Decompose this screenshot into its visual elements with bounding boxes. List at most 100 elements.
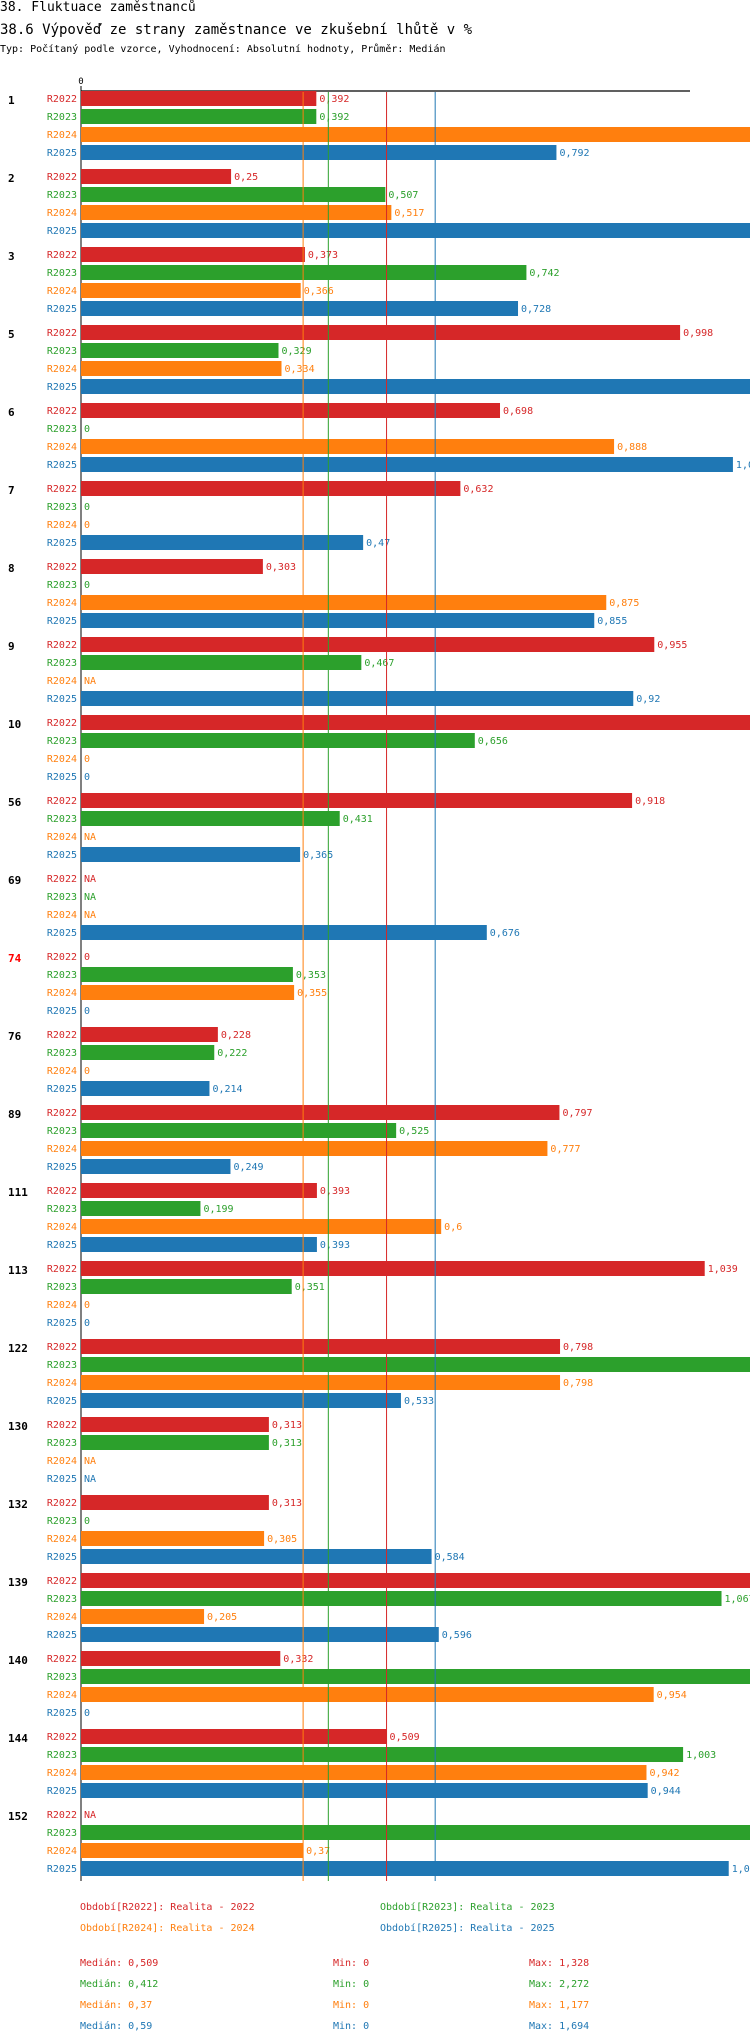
- value-label: 0,393: [320, 1186, 350, 1197]
- bar: [81, 559, 263, 574]
- bar: [81, 637, 655, 652]
- category-label: 9: [8, 640, 15, 653]
- bar: [81, 265, 527, 280]
- series-label: R2022: [47, 1498, 77, 1509]
- series-label: R2025: [47, 1474, 77, 1485]
- value-label: 0,6: [444, 1222, 462, 1233]
- category-label: 132: [8, 1498, 28, 1511]
- series-label: R2022: [47, 1108, 77, 1119]
- value-label: 0: [84, 1300, 90, 1311]
- bar: [81, 595, 607, 610]
- value-label: 0,855: [597, 616, 627, 627]
- series-label: R2023: [47, 346, 77, 357]
- series-label: R2024: [47, 1690, 77, 1701]
- series-label: R2025: [47, 1084, 77, 1095]
- category-label: 10: [8, 718, 21, 731]
- stat-min: Min: 0: [333, 1979, 370, 1990]
- bar: [81, 1609, 205, 1624]
- bar: [81, 1123, 397, 1138]
- category-label: 122: [8, 1342, 28, 1355]
- category-label: 3: [8, 250, 15, 263]
- series-label: R2023: [47, 1204, 77, 1215]
- category-label: 140: [8, 1654, 28, 1667]
- bar: [81, 655, 362, 670]
- bar: [81, 169, 232, 184]
- bar: [81, 1237, 317, 1252]
- value-label: 0: [84, 1006, 90, 1017]
- stat-median: Medián: 0,37: [80, 2000, 153, 2011]
- value-label: 0,199: [203, 1204, 233, 1215]
- value-label: 0,353: [296, 970, 326, 981]
- bar: [81, 1219, 442, 1234]
- value-label: 0,728: [521, 304, 551, 315]
- series-label: R2025: [47, 1162, 77, 1173]
- value-label: 0,392: [319, 112, 349, 123]
- bar: [81, 1141, 548, 1156]
- bar: [81, 145, 557, 160]
- bar: [81, 1261, 705, 1276]
- bar: [81, 301, 519, 316]
- series-label: R2022: [47, 1810, 77, 1821]
- series-label: R2022: [47, 952, 77, 963]
- bar: [81, 1687, 654, 1702]
- series-label: R2023: [47, 1828, 77, 1839]
- bar: [81, 127, 750, 142]
- value-label: 0,393: [320, 1240, 350, 1251]
- bar: [81, 1201, 201, 1216]
- value-label: 0,507: [388, 190, 418, 201]
- series-label: R2025: [47, 226, 77, 237]
- bar: [81, 1417, 269, 1432]
- series-label: R2023: [47, 892, 77, 903]
- series-label: R2024: [47, 1222, 77, 1233]
- stat-max: Max: 2,272: [529, 1979, 590, 1990]
- value-label: 0,205: [207, 1612, 237, 1623]
- bar: [81, 361, 282, 376]
- series-label: R2022: [47, 94, 77, 105]
- series-label: R2025: [47, 1786, 77, 1797]
- value-label: 0: [84, 520, 90, 531]
- value-label: 0,25: [234, 172, 258, 183]
- stat-max: Max: 1,694: [529, 2021, 590, 2032]
- value-label: 0,332: [283, 1654, 313, 1665]
- bar: [81, 967, 293, 982]
- series-label: R2025: [47, 616, 77, 627]
- series-label: R2025: [47, 850, 77, 861]
- bar: [81, 325, 681, 340]
- value-label: 0,792: [559, 148, 589, 159]
- bar: [81, 1357, 750, 1372]
- legend-item-r2022: Období[R2022]: Realita - 2022: [80, 1902, 255, 1913]
- series-label: R2023: [47, 1438, 77, 1449]
- series-label: R2022: [47, 1264, 77, 1275]
- series-label: R2024: [47, 1300, 77, 1311]
- series-label: R2022: [47, 1576, 77, 1587]
- series-label: R2024: [47, 442, 77, 453]
- series-label: R2022: [47, 796, 77, 807]
- series-label: R2022: [47, 1420, 77, 1431]
- value-label: 0,632: [463, 484, 493, 495]
- page-title: 38. Fluktuace zaměstnanců: [0, 0, 196, 15]
- series-label: R2023: [47, 736, 77, 747]
- value-label: 0,334: [285, 364, 315, 375]
- series-label: R2025: [47, 1006, 77, 1017]
- bar: [81, 1843, 304, 1858]
- series-label: R2024: [47, 1612, 77, 1623]
- value-label: 0: [84, 1708, 90, 1719]
- series-label: R2023: [47, 1594, 77, 1605]
- bar: [81, 205, 392, 220]
- category-label: 74: [8, 952, 22, 965]
- legend-item-r2025: Období[R2025]: Realita - 2025: [380, 1923, 555, 1934]
- bar: [81, 691, 634, 706]
- category-label: 7: [8, 484, 15, 497]
- series-label: R2025: [47, 460, 77, 471]
- value-label: 0,373: [308, 250, 338, 261]
- bar: [81, 1783, 648, 1798]
- value-label: 0,998: [683, 328, 713, 339]
- stat-min: Min: 0: [333, 2000, 370, 2011]
- series-label: R2022: [47, 484, 77, 495]
- value-label: 0,37: [306, 1846, 330, 1857]
- value-label: 0,214: [212, 1084, 242, 1095]
- value-label: 0,305: [267, 1534, 297, 1545]
- value-label: 0,944: [651, 1786, 681, 1797]
- value-label: 0,329: [281, 346, 311, 357]
- legend-item-r2023: Období[R2023]: Realita - 2023: [380, 1902, 555, 1913]
